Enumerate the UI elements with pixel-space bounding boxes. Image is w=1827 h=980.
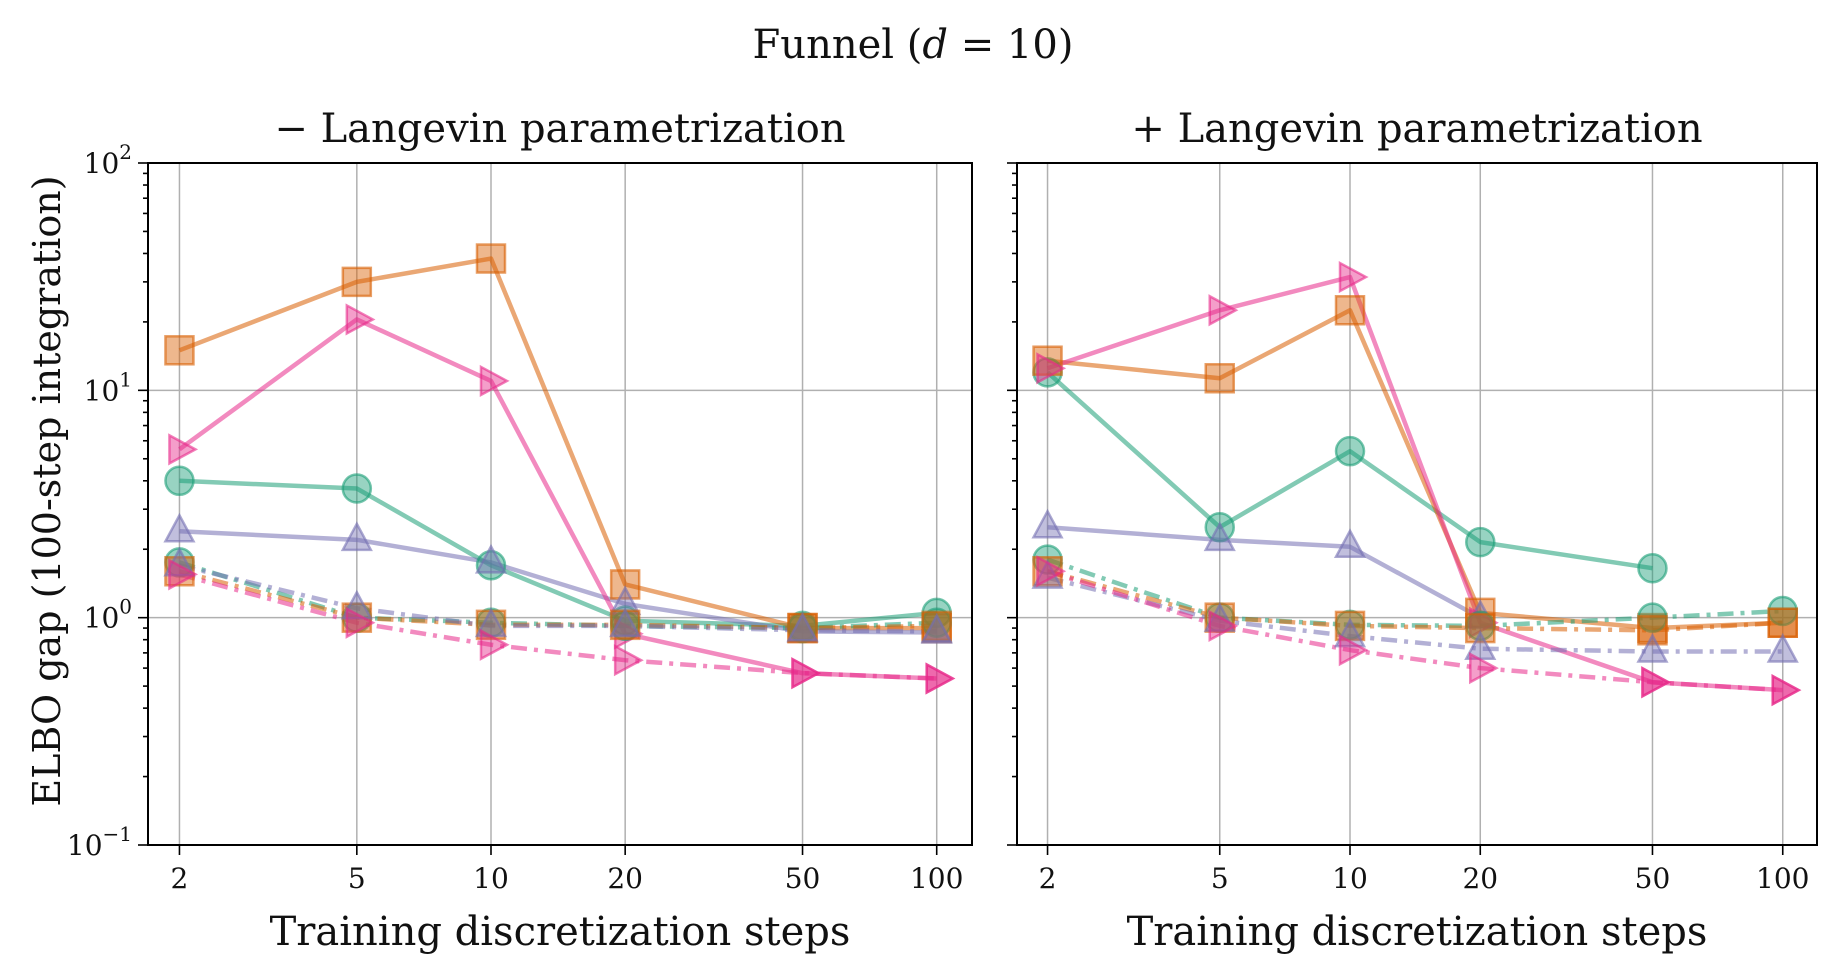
right-marker-purple-solid-x5 <box>1203 521 1236 552</box>
right-line-pink-dashdot <box>1046 569 1783 693</box>
figure-suptitle: Funnel (d = 10) <box>753 22 1074 68</box>
left-marker-pink-solid-x5 <box>345 303 376 336</box>
left-x-tick-label: 10 <box>473 862 509 895</box>
right-panel-title: + Langevin parametrization <box>1131 106 1702 152</box>
right-marker-orange-solid-x10 <box>1334 295 1366 326</box>
left-marker-green-solid-x2 <box>164 465 195 497</box>
right-x-tick-label: 10 <box>1332 862 1368 895</box>
right-marker-green-solid-x20 <box>1465 526 1496 558</box>
left-line-pink-dashdot <box>178 572 937 681</box>
right-line-orange-solid <box>1047 308 1783 631</box>
left-marker-pink-dashdot-x100 <box>925 662 956 695</box>
left-marker-purple-dashdot-x20 <box>609 607 642 638</box>
left-marker-pink-solid-x10 <box>479 364 510 398</box>
right-x-tick-label: 100 <box>1756 862 1809 895</box>
right-marker-purple-dashdot-x2 <box>1031 558 1064 589</box>
y-tick-label: 101 <box>84 367 132 407</box>
left-marker-orange-solid-x2 <box>164 335 195 366</box>
left-panel-title: − Langevin parametrization <box>274 106 845 152</box>
left-marker-purple-solid-x10 <box>474 543 508 574</box>
right-series-markers <box>1031 260 1802 707</box>
right-marker-purple-solid-x2 <box>1031 508 1064 539</box>
left-marker-purple-solid-x20 <box>609 585 642 616</box>
left-marker-pink-dashdot-x20 <box>613 644 644 677</box>
left-marker-pink-solid-x2 <box>168 433 199 466</box>
right-marker-orange-solid-x5 <box>1204 363 1235 394</box>
left-x-tick-label: 20 <box>607 862 643 895</box>
left-line-orange-dashdot <box>178 569 937 631</box>
right-x-tick-label: 50 <box>1635 862 1671 895</box>
left-marker-green-solid-x5 <box>341 473 373 504</box>
right-line-purple-solid <box>1047 524 1482 620</box>
left-x-tick-label: 5 <box>348 862 366 895</box>
y-tick-label: 102 <box>84 140 132 180</box>
right-marker-orange-dashdot-x20 <box>1465 612 1496 644</box>
right-marker-pink-dashdot-x2 <box>1036 555 1067 588</box>
left-series-markers <box>163 243 956 695</box>
right-marker-green-solid-x10 <box>1334 435 1366 467</box>
left-axes-frame <box>147 162 973 846</box>
right-marker-pink-solid-x10 <box>1338 260 1369 294</box>
left-marker-pink-dashdot-x2 <box>168 558 199 591</box>
left-line-orange-solid <box>178 256 937 631</box>
left-marker-purple-dashdot-x100 <box>920 612 953 643</box>
right-x-tick-label: 2 <box>1039 862 1057 895</box>
left-marker-orange-solid-x20 <box>609 569 641 600</box>
left-marker-pink-dashdot-x50 <box>791 657 822 690</box>
right-line-pink-solid <box>1046 274 1783 693</box>
right-line-green-solid <box>1046 370 1653 571</box>
y-tick-label: 10−1 <box>67 822 132 862</box>
left-marker-purple-solid-x5 <box>340 521 373 552</box>
right-marker-green-solid-x50 <box>1637 552 1668 584</box>
left-line-purple-dashdot <box>178 563 937 634</box>
right-line-orange-dashdot <box>1046 569 1783 633</box>
right-marker-pink-dashdot-x10 <box>1338 634 1369 667</box>
left-panel: − Langevin parametrization 2 5 10 20 50 100 10−… <box>67 106 973 955</box>
left-x-axis-label: Training discretization steps <box>270 909 851 955</box>
left-marker-pink-dashdot-x10 <box>479 628 510 661</box>
left-line-green-solid <box>179 478 937 629</box>
left-x-tick-label: 50 <box>785 862 821 895</box>
left-marker-purple-dashdot-x50 <box>786 611 819 642</box>
right-marker-pink-solid-x5 <box>1208 294 1239 327</box>
right-line-purple-dashdot <box>1046 575 1783 654</box>
right-x-tick-label: 20 <box>1462 862 1498 895</box>
left-marker-purple-solid-x2 <box>163 512 196 543</box>
right-marker-pink-dashdot-x100 <box>1771 674 1802 707</box>
left-series-lines <box>178 256 937 681</box>
right-marker-orange-dashdot-x100 <box>1767 607 1798 638</box>
left-x-tick-label: 2 <box>171 862 189 895</box>
y-tick-label: 100 <box>84 595 132 635</box>
right-marker-purple-dashdot-x50 <box>1636 632 1669 663</box>
right-x-tick-label: 5 <box>1211 862 1229 895</box>
right-marker-pink-solid-x2 <box>1036 352 1067 385</box>
right-panel: + Langevin parametrization 2 5 10 20 50 100 Tra… <box>1007 106 1818 955</box>
right-marker-purple-solid-x10 <box>1333 528 1367 559</box>
right-marker-purple-dashdot-x100 <box>1766 632 1799 663</box>
y-axis-label: ELBO gap (100-step integration) <box>25 175 69 806</box>
right-marker-pink-dashdot-x5 <box>1208 609 1239 642</box>
right-marker-orange-dashdot-x50 <box>1637 615 1668 646</box>
right-x-axis-label: Training discretization steps <box>1127 909 1708 955</box>
right-series-lines <box>1046 274 1783 693</box>
right-line-green-dashdot <box>1046 557 1783 629</box>
right-marker-purple-dashdot-x10 <box>1333 617 1367 648</box>
right-marker-pink-dashdot-x50 <box>1641 666 1672 699</box>
right-marker-pink-dashdot-x20 <box>1469 652 1499 685</box>
left-marker-orange-solid-x5 <box>341 266 373 298</box>
right-axes-frame <box>1016 162 1818 846</box>
left-marker-orange-dashdot-x50 <box>787 612 818 644</box>
left-marker-orange-solid-x10 <box>475 243 507 274</box>
right-marker-pink-solid-x20 <box>1469 606 1499 639</box>
left-x-tick-label: 100 <box>910 862 963 895</box>
left-marker-pink-dashdot-x5 <box>345 606 376 639</box>
